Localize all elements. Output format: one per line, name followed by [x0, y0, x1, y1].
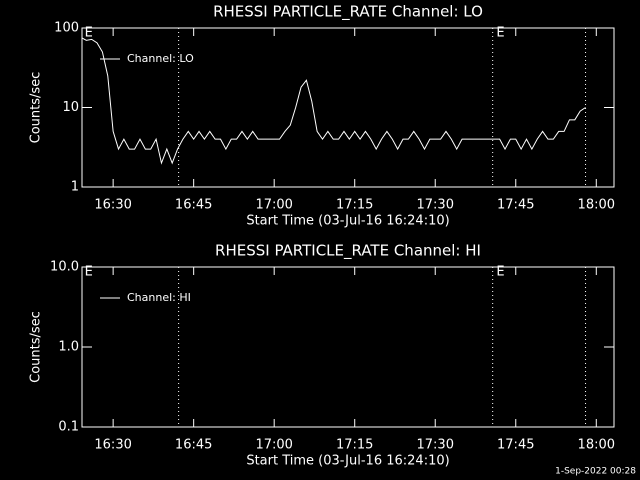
- x-tick-label: 16:45: [175, 438, 212, 453]
- footer: 1-Sep-2022 00:28: [555, 467, 636, 477]
- data-line: [81, 37, 586, 165]
- x-tick-label: 18:00: [578, 438, 615, 453]
- y-axis-label: Counts/sec: [29, 311, 44, 383]
- x-axis-label: Start Time (03-Jul-16 16:24:10): [246, 214, 449, 229]
- x-tick-label: 17:00: [255, 438, 292, 453]
- x-tick-label: 16:30: [94, 198, 131, 213]
- x-tick-label: 16:30: [94, 438, 131, 453]
- annotation: E: [496, 26, 504, 41]
- annotation: E: [85, 265, 93, 280]
- y-tick-label: 1: [71, 180, 79, 195]
- legend-label: Channel: LO: [127, 52, 194, 65]
- y-axis-label: Counts/sec: [29, 72, 44, 144]
- legend-label: Channel: HI: [127, 291, 191, 304]
- chart-title: RHESSI PARTICLE_RATE Channel: HI: [215, 242, 481, 261]
- x-tick-label: 16:45: [175, 198, 212, 213]
- annotation: E: [496, 265, 504, 280]
- y-tick-label: 0.1: [58, 420, 79, 435]
- y-tick-label: 10: [62, 100, 79, 115]
- x-tick-label: 18:00: [578, 198, 615, 213]
- x-axis-label: Start Time (03-Jul-16 16:24:10): [246, 454, 449, 469]
- y-tick-label: 100: [54, 21, 79, 36]
- x-tick-label: 17:00: [255, 198, 292, 213]
- x-tick-label: 17:15: [336, 438, 373, 453]
- annotation: E: [85, 26, 93, 41]
- chart-title: RHESSI PARTICLE_RATE Channel: LO: [213, 3, 483, 22]
- x-tick-label: 17:30: [417, 438, 454, 453]
- y-tick-label: 10.0: [50, 260, 79, 275]
- x-tick-label: 17:45: [497, 198, 534, 213]
- x-tick-label: 17:45: [497, 438, 534, 453]
- y-tick-label: 1.0: [58, 340, 79, 355]
- x-tick-label: 17:30: [417, 198, 454, 213]
- x-tick-label: 17:15: [336, 198, 373, 213]
